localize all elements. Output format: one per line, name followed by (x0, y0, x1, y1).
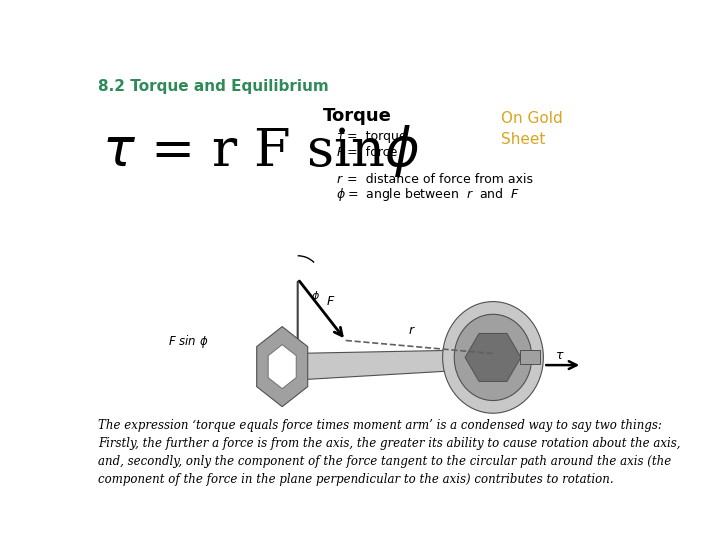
Text: =  force: = force (347, 146, 397, 159)
Text: =  distance of force from axis: = distance of force from axis (347, 173, 534, 186)
Text: 8.2 Torque and Equilibrium: 8.2 Torque and Equilibrium (98, 79, 328, 93)
Text: $F$: $F$ (326, 295, 336, 308)
Text: $\tau$ = r F sin$\phi$: $\tau$ = r F sin$\phi$ (102, 123, 420, 179)
Text: =  torque: = torque (347, 130, 407, 143)
Text: $r$: $r$ (336, 173, 344, 186)
Polygon shape (268, 345, 296, 389)
Ellipse shape (443, 301, 544, 413)
Text: Torque: Torque (323, 107, 392, 125)
Text: $F$: $F$ (336, 146, 346, 159)
Text: $r$: $r$ (408, 324, 415, 337)
Polygon shape (287, 350, 485, 381)
Text: $\tau$: $\tau$ (555, 349, 564, 362)
Text: $\phi$: $\phi$ (311, 289, 320, 303)
Text: The expression ‘torque equals force times moment arm’ is a condensed way to say : The expression ‘torque equals force time… (98, 419, 680, 486)
Text: $\phi$: $\phi$ (336, 186, 346, 204)
Text: $\tau$: $\tau$ (336, 130, 346, 143)
Ellipse shape (454, 314, 532, 401)
Text: $F$ sin $\phi$: $F$ sin $\phi$ (168, 334, 208, 350)
Text: On Gold
Sheet: On Gold Sheet (500, 111, 562, 147)
Polygon shape (465, 333, 521, 381)
Polygon shape (257, 327, 307, 407)
Polygon shape (520, 350, 539, 365)
Text: =  angle between  $r$  and  $F$: = angle between $r$ and $F$ (347, 186, 521, 204)
